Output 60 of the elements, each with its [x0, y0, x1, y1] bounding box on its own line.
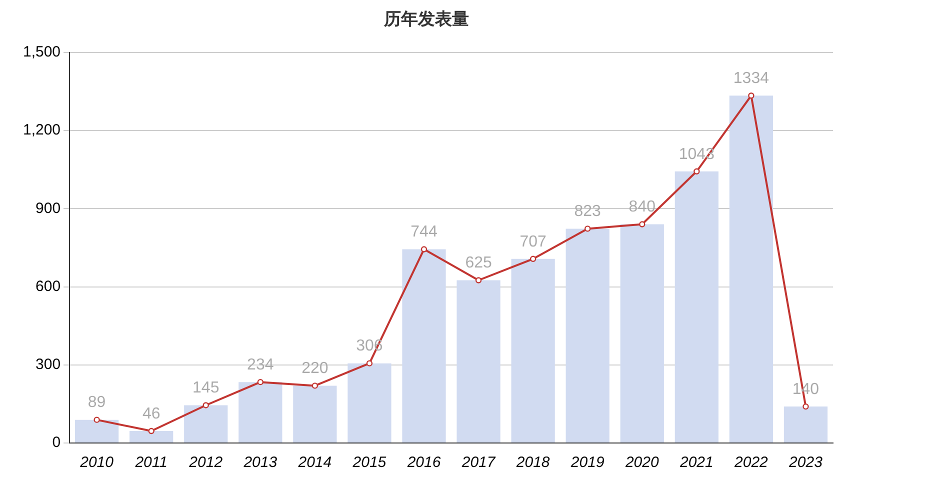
y-tick-label: 300	[36, 356, 61, 374]
point	[802, 403, 809, 410]
bar	[620, 224, 664, 442]
bar	[184, 405, 228, 442]
y-tick-label: 900	[36, 200, 61, 217]
chart-title: 历年发表量	[383, 10, 469, 30]
data-label: 46	[142, 405, 160, 422]
data-label: 234	[247, 356, 274, 374]
x-tick-label: 2012	[188, 454, 224, 472]
data-label: 145	[192, 380, 220, 397]
point	[639, 221, 646, 228]
x-tick-label: 2023	[788, 454, 824, 472]
data-label: 823	[574, 203, 602, 220]
bar	[729, 96, 774, 442]
bar	[674, 171, 718, 442]
bar	[511, 258, 555, 442]
data-label: 840	[628, 198, 656, 216]
data-label: 1334	[733, 70, 770, 88]
y-tick-label: 600	[36, 278, 61, 295]
point	[420, 246, 428, 252]
bar	[566, 228, 610, 442]
x-tick-label: 2013	[242, 454, 278, 472]
bar	[74, 420, 119, 442]
data-label: 89	[88, 394, 106, 412]
point	[312, 382, 318, 389]
x-tick-label: 2011	[134, 454, 168, 472]
bar	[402, 249, 446, 442]
point	[748, 92, 754, 99]
bar	[784, 406, 828, 442]
bar	[348, 363, 392, 442]
bar	[456, 280, 500, 442]
point	[148, 428, 154, 434]
point	[694, 168, 700, 175]
bar	[238, 382, 282, 442]
x-tick-label: 2021	[678, 454, 714, 472]
bar	[130, 431, 174, 442]
y-tick-label: 1,500	[22, 44, 61, 61]
data-label: 625	[465, 254, 492, 272]
data-label: 220	[302, 360, 328, 378]
point	[94, 416, 100, 423]
point	[475, 277, 482, 284]
x-tick-label: 2022	[734, 454, 769, 472]
x-tick-label: 2015	[352, 454, 387, 472]
x-tick-label: 2017	[460, 454, 496, 472]
x-tick-label: 2018	[515, 454, 550, 472]
data-label: 744	[410, 224, 438, 241]
y-tick-label: 1,200	[22, 122, 61, 139]
bar	[293, 386, 337, 442]
point	[366, 360, 373, 366]
data-label: 707	[520, 233, 547, 250]
x-tick-label: 2020	[624, 454, 660, 472]
point	[257, 378, 264, 386]
x-tick-label: 2016	[406, 454, 442, 472]
point	[584, 226, 591, 232]
x-tick-label: 2019	[570, 454, 605, 472]
x-tick-label: 2010	[79, 454, 114, 472]
y-tick-label: 0	[52, 434, 61, 452]
point	[530, 256, 536, 262]
x-tick-label: 2014	[297, 454, 332, 472]
point	[202, 402, 209, 408]
